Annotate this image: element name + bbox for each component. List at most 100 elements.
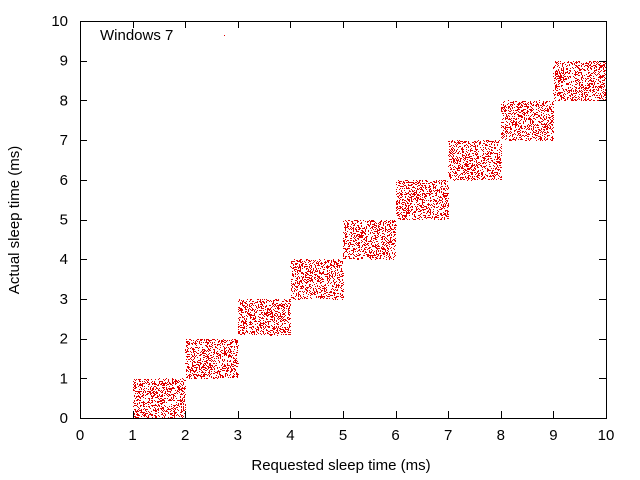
data-point xyxy=(374,224,375,225)
data-point xyxy=(381,248,382,249)
data-point xyxy=(177,391,178,392)
data-point xyxy=(135,393,136,394)
data-point xyxy=(385,221,386,222)
data-point xyxy=(145,398,146,399)
data-point xyxy=(411,199,412,200)
data-point xyxy=(148,380,149,381)
data-point xyxy=(284,308,285,309)
data-point xyxy=(343,248,344,249)
data-point xyxy=(297,263,298,264)
data-point xyxy=(361,225,362,226)
data-point xyxy=(383,258,384,259)
data-point xyxy=(285,303,286,304)
data-point xyxy=(262,325,263,326)
data-point xyxy=(243,312,244,313)
data-point xyxy=(389,257,390,258)
data-point xyxy=(353,250,354,251)
data-point xyxy=(205,350,206,351)
data-point xyxy=(304,261,305,262)
data-point xyxy=(388,242,389,243)
data-point xyxy=(343,258,344,259)
data-point xyxy=(236,360,237,361)
data-point xyxy=(140,397,141,398)
data-point xyxy=(209,364,210,365)
data-point xyxy=(365,247,366,248)
data-point xyxy=(236,376,237,377)
data-point xyxy=(278,332,279,333)
data-point xyxy=(377,229,378,230)
data-point xyxy=(343,297,344,298)
data-point xyxy=(316,291,317,292)
data-point xyxy=(336,262,337,263)
data-point xyxy=(159,416,160,417)
data-point xyxy=(316,290,317,291)
data-point xyxy=(340,294,341,295)
data-point xyxy=(406,215,407,216)
data-point xyxy=(247,331,248,332)
data-point xyxy=(297,289,298,290)
data-point xyxy=(263,332,264,333)
data-point xyxy=(332,295,333,296)
data-point xyxy=(382,227,383,228)
data-point xyxy=(312,281,313,282)
data-point xyxy=(315,288,316,289)
data-point xyxy=(192,348,193,349)
data-point xyxy=(227,344,228,345)
data-point xyxy=(245,323,246,324)
data-point xyxy=(214,344,215,345)
data-point xyxy=(348,224,349,225)
data-point xyxy=(378,227,379,228)
data-point xyxy=(207,375,208,376)
data-point xyxy=(297,261,298,262)
data-point xyxy=(307,298,308,299)
data-point xyxy=(156,387,157,388)
data-point xyxy=(381,220,382,221)
data-point xyxy=(329,294,330,295)
data-point xyxy=(250,315,251,316)
data-point xyxy=(229,355,230,356)
data-point xyxy=(422,207,423,208)
data-point xyxy=(410,211,411,212)
data-point xyxy=(346,221,347,222)
data-point xyxy=(318,265,319,266)
data-point xyxy=(207,360,208,361)
data-point xyxy=(376,223,377,224)
data-point xyxy=(414,183,415,184)
data-point xyxy=(178,391,179,392)
data-point xyxy=(349,246,350,247)
data-point xyxy=(215,372,216,373)
data-point xyxy=(251,332,252,333)
data-point xyxy=(243,306,244,307)
data-point xyxy=(222,360,223,361)
data-point xyxy=(287,331,288,332)
data-point xyxy=(212,345,213,346)
data-point xyxy=(236,373,237,374)
data-point xyxy=(263,322,264,323)
data-point xyxy=(224,344,225,345)
data-point xyxy=(400,194,401,195)
data-point xyxy=(306,292,307,293)
data-point xyxy=(274,317,275,318)
data-point xyxy=(192,368,193,369)
data-point xyxy=(281,329,282,330)
data-point xyxy=(232,355,233,356)
data-point xyxy=(261,302,262,303)
data-point xyxy=(317,291,318,292)
data-point xyxy=(312,280,313,281)
data-point xyxy=(201,372,202,373)
data-point xyxy=(156,417,157,418)
data-point xyxy=(393,243,394,244)
data-point xyxy=(222,344,223,345)
data-point xyxy=(383,252,384,253)
data-point xyxy=(267,300,268,301)
data-point xyxy=(197,353,198,354)
data-point xyxy=(367,222,368,223)
data-point xyxy=(200,340,201,341)
data-point xyxy=(224,370,225,371)
data-point xyxy=(266,305,267,306)
data-point xyxy=(149,402,150,403)
data-point xyxy=(221,350,222,351)
data-point xyxy=(364,244,365,245)
data-point xyxy=(435,190,436,191)
data-point xyxy=(241,334,242,335)
